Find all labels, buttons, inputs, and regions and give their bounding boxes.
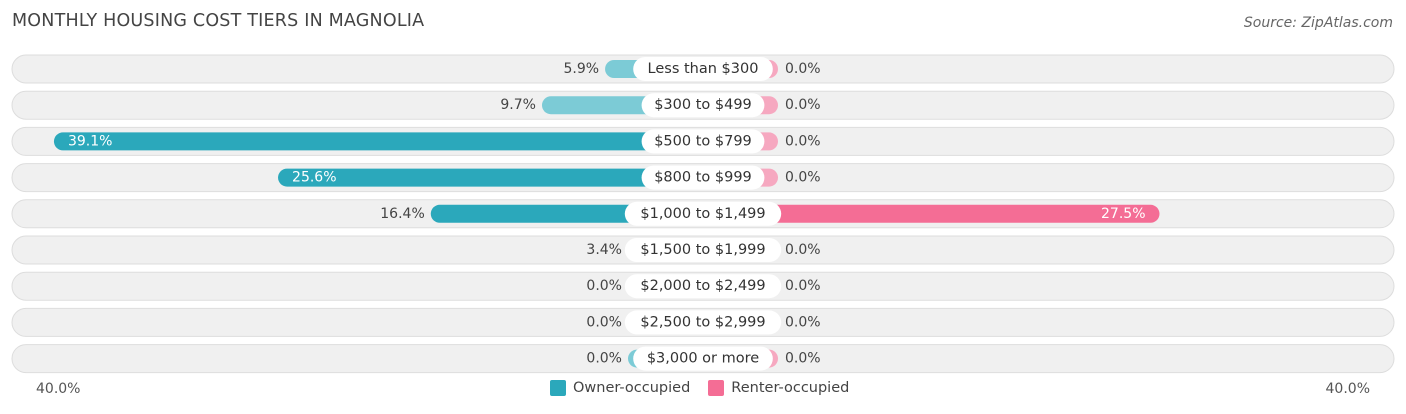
renter-value-label: 0.0%: [785, 97, 821, 113]
legend-owner-label: Owner-occupied: [573, 380, 691, 396]
legend-renter-label: Renter-occupied: [731, 380, 850, 396]
legend-item-renter: Renter-occupied: [708, 380, 849, 396]
renter-value-label: 27.5%: [1101, 206, 1145, 222]
category-label: $2,500 to $2,999: [640, 314, 765, 330]
owner-value-label: 0.0%: [586, 278, 622, 294]
axis-min-label: 40.0%: [36, 381, 81, 397]
category-label: $3,000 or more: [647, 351, 759, 367]
renter-bar: [703, 204, 1160, 223]
category-label: $800 to $999: [654, 170, 752, 186]
category-label-pill: [641, 129, 765, 154]
category-label-pill: [633, 346, 773, 371]
category-label-pill: [633, 57, 773, 81]
chart-title: MONTHLY HOUSING COST TIERS IN MAGNOLIA: [12, 11, 425, 31]
category-label-pill: [624, 274, 782, 299]
owner-value-label: 3.4%: [586, 242, 622, 258]
category-label-pill: [624, 201, 782, 226]
owner-value-label: 5.9%: [563, 61, 599, 77]
renter-value-label: 0.0%: [785, 351, 821, 367]
owner-bar: [53, 132, 703, 151]
owner-value-label: 25.6%: [292, 170, 336, 186]
category-label: $300 to $499: [654, 97, 752, 113]
category-label: Less than $300: [648, 61, 759, 77]
category-label: $2,000 to $2,499: [640, 278, 765, 294]
renter-value-label: 0.0%: [785, 278, 821, 294]
legend: Owner-occupied Renter-occupied: [550, 380, 867, 396]
source-label: Source: ZipAtlas.com: [1243, 15, 1393, 31]
renter-value-label: 0.0%: [785, 170, 821, 186]
owner-value-label: 39.1%: [68, 133, 112, 149]
owner-value-label: 0.0%: [586, 314, 622, 330]
renter-swatch: [708, 380, 725, 396]
renter-value-label: 0.0%: [785, 61, 821, 77]
category-label-pill: [641, 93, 765, 118]
owner-value-label: 9.7%: [500, 97, 536, 113]
category-label: $1,500 to $1,999: [640, 242, 765, 258]
category-label-pill: [624, 238, 782, 262]
category-label-pill: [641, 165, 765, 190]
owner-bar: [278, 168, 703, 187]
category-label: $1,000 to $1,499: [640, 206, 765, 222]
owner-value-label: 16.4%: [380, 206, 424, 222]
owner-value-label: 0.0%: [586, 351, 622, 367]
legend-item-owner: Owner-occupied: [550, 380, 690, 396]
category-label: $500 to $799: [654, 133, 752, 149]
renter-value-label: 0.0%: [785, 242, 821, 258]
owner-swatch: [550, 380, 566, 396]
category-label-pill: [624, 310, 782, 335]
renter-value-label: 0.0%: [785, 133, 821, 149]
renter-value-label: 0.0%: [785, 314, 821, 330]
axis-max-label: 40.0%: [1325, 381, 1370, 397]
